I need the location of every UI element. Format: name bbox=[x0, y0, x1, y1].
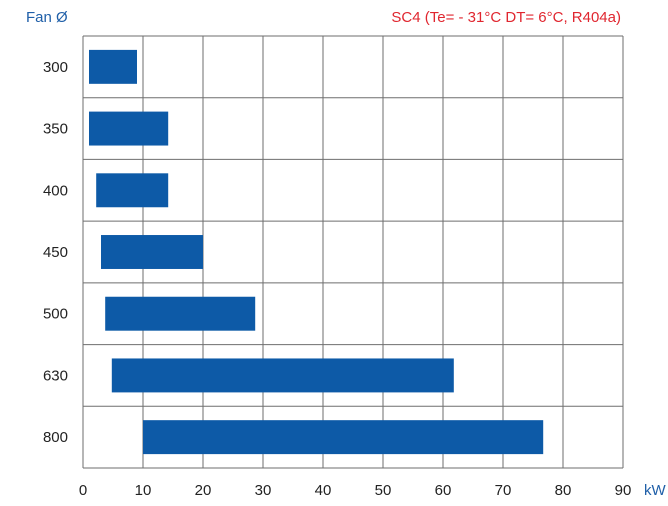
x-tick-label: 0 bbox=[79, 482, 87, 499]
chart-title: SC4 (Te= - 31°C DT= 6°C, R404a) bbox=[391, 9, 621, 26]
y-axis-title: Fan Ø bbox=[26, 9, 68, 26]
x-tick-label: 30 bbox=[255, 482, 272, 499]
x-tick-label: 70 bbox=[495, 482, 512, 499]
x-tick-label: 80 bbox=[555, 482, 572, 499]
x-tick-label: 40 bbox=[315, 482, 332, 499]
x-tick-label: 50 bbox=[375, 482, 392, 499]
y-tick-label: 350 bbox=[43, 121, 68, 138]
y-tick-labels: 300 350 400 450 500 630 800 bbox=[43, 59, 68, 446]
x-tick-label: 10 bbox=[135, 482, 152, 499]
x-tick-labels: 0 10 20 30 40 50 60 70 80 90 bbox=[79, 482, 632, 499]
y-tick-label: 800 bbox=[43, 429, 68, 446]
y-tick-label: 300 bbox=[43, 59, 68, 76]
bar-350 bbox=[89, 111, 169, 146]
bar-500 bbox=[105, 296, 256, 331]
x-tick-label: 60 bbox=[435, 482, 452, 499]
y-tick-label: 400 bbox=[43, 182, 68, 199]
x-tick-label: 90 bbox=[615, 482, 632, 499]
y-tick-label: 630 bbox=[43, 367, 68, 384]
bar-800 bbox=[143, 420, 544, 455]
bar-630 bbox=[111, 358, 454, 393]
x-axis-unit: kW bbox=[644, 482, 667, 499]
bars-group bbox=[89, 49, 544, 455]
grid-lines bbox=[82, 35, 624, 469]
bar-450 bbox=[101, 235, 203, 269]
bar-300 bbox=[89, 49, 137, 84]
bar-400 bbox=[96, 173, 169, 208]
y-tick-label: 500 bbox=[43, 306, 68, 323]
y-tick-label: 450 bbox=[43, 244, 68, 261]
x-tick-label: 20 bbox=[195, 482, 212, 499]
